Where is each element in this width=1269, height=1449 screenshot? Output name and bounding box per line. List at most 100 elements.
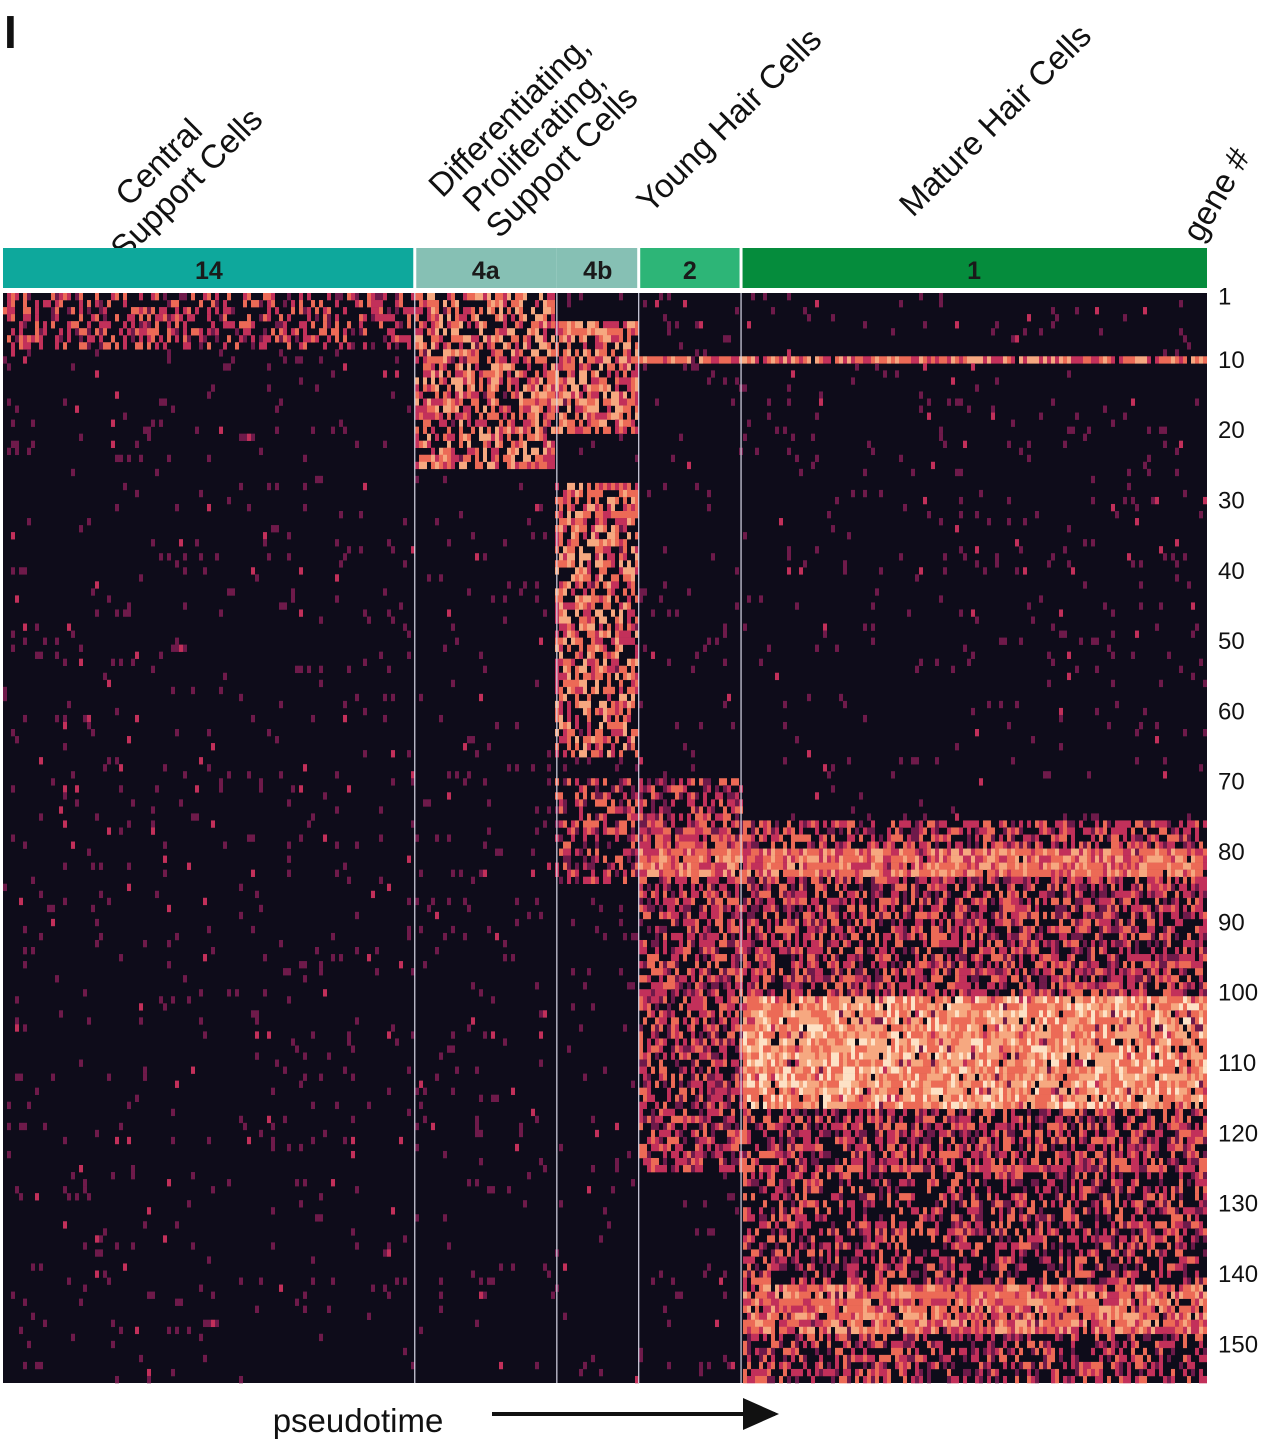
heatmap-cell	[247, 314, 251, 322]
heatmap-cell	[459, 433, 463, 441]
heatmap-cell	[975, 911, 979, 920]
heatmap-cell	[563, 665, 567, 674]
heatmap-cell	[1015, 904, 1019, 913]
heatmap-cell	[1183, 841, 1187, 849]
heatmap-cell	[599, 729, 603, 737]
heatmap-cell	[1083, 813, 1087, 821]
heatmap-cell	[667, 785, 671, 793]
heatmap-cell	[519, 307, 523, 315]
group-label-young-hair: Young Hair Cells	[629, 20, 828, 219]
heatmap-cell	[643, 862, 647, 870]
heatmap-cell	[579, 321, 583, 329]
heatmap-cell	[715, 841, 719, 849]
heatmap-cell	[775, 848, 779, 856]
heatmap-cell	[539, 454, 543, 463]
heatmap-cell	[183, 321, 187, 329]
heatmap-cell	[615, 321, 619, 329]
heatmap-cell	[539, 321, 543, 329]
heatmap-cell	[519, 588, 523, 596]
heatmap-cell	[1075, 876, 1079, 885]
heatmap-cell	[955, 743, 959, 751]
heatmap-cell	[1071, 876, 1075, 885]
heatmap-cell	[1159, 848, 1163, 856]
heatmap-cell	[515, 918, 519, 927]
heatmap-cell	[1027, 925, 1031, 934]
heatmap-cell	[595, 827, 599, 835]
heatmap-cell	[627, 503, 631, 512]
heatmap-cell	[963, 848, 967, 856]
heatmap-cell	[667, 658, 671, 667]
heatmap-cell	[1159, 911, 1163, 920]
heatmap-cell	[955, 321, 959, 329]
heatmap-cell	[991, 932, 995, 941]
heatmap-cell	[571, 602, 575, 610]
heatmap-cell	[355, 841, 359, 849]
heatmap-cell	[1003, 911, 1007, 920]
heatmap-cell	[603, 616, 607, 624]
heatmap-cell	[1155, 820, 1159, 828]
heatmap-cell	[559, 384, 563, 392]
heatmap-cell	[127, 820, 131, 828]
heatmap-cell	[871, 883, 875, 892]
heatmap-cell	[207, 729, 211, 737]
heatmap-cell	[603, 707, 607, 716]
heatmap-cell	[575, 321, 579, 329]
heatmap-cell	[755, 925, 759, 934]
heatmap-cell	[703, 785, 707, 793]
heatmap-cell	[715, 827, 719, 835]
heatmap-cell	[859, 820, 863, 828]
heatmap-cell	[663, 947, 667, 955]
heatmap-cell	[631, 503, 635, 512]
heatmap-cell	[567, 658, 571, 667]
heatmap-cell	[851, 806, 855, 814]
heatmap-cell	[751, 356, 755, 364]
heatmap-cell	[107, 300, 111, 308]
heatmap-cell	[435, 461, 439, 470]
heatmap-cell	[635, 672, 639, 681]
heatmap-cell	[1151, 932, 1155, 941]
heatmap-cell	[459, 869, 463, 877]
heatmap-cell	[19, 328, 23, 336]
heatmap-cell	[1011, 932, 1015, 941]
heatmap-cell	[703, 820, 707, 828]
heatmap-cell	[1167, 939, 1171, 948]
heatmap-cell	[619, 518, 623, 526]
heatmap-cell	[951, 356, 955, 364]
heatmap-cell	[455, 328, 459, 336]
heatmap-cell	[919, 897, 923, 906]
heatmap-cell	[1183, 553, 1187, 561]
heatmap-cell	[967, 834, 971, 842]
heatmap-cell	[403, 307, 407, 315]
heatmap-cell	[631, 658, 635, 667]
heatmap-cell	[411, 771, 415, 779]
heatmap-cell	[595, 574, 599, 582]
heatmap-cell	[203, 567, 207, 575]
heatmap-cell	[639, 799, 643, 807]
heatmap-cell	[1175, 848, 1179, 856]
heatmap-cell	[575, 665, 579, 674]
heatmap-cell	[527, 454, 531, 463]
heatmap-cell	[319, 679, 323, 688]
heatmap-cell	[783, 356, 787, 364]
heatmap-cell	[811, 939, 815, 948]
heatmap-cell	[483, 370, 487, 378]
heatmap-cell	[1143, 461, 1147, 470]
heatmap-cell	[579, 489, 583, 498]
heatmap-cell	[935, 658, 939, 667]
heatmap-cell	[571, 539, 575, 547]
heatmap-cell	[627, 489, 631, 498]
heatmap-cell	[587, 412, 591, 420]
heatmap-cell	[687, 834, 691, 842]
heatmap-cell	[535, 454, 539, 463]
heatmap-cell	[1115, 848, 1119, 856]
heatmap-cell	[1183, 356, 1187, 364]
heatmap-cell	[607, 560, 611, 568]
heatmap-cell	[599, 518, 603, 526]
heatmap-cell	[615, 665, 619, 674]
heatmap-cell	[627, 581, 631, 589]
heatmap-cell	[607, 426, 611, 434]
heatmap-cell	[483, 454, 487, 463]
heatmap-cell	[787, 911, 791, 920]
heatmap-cell	[143, 426, 147, 434]
heatmap-cell	[1135, 897, 1139, 906]
